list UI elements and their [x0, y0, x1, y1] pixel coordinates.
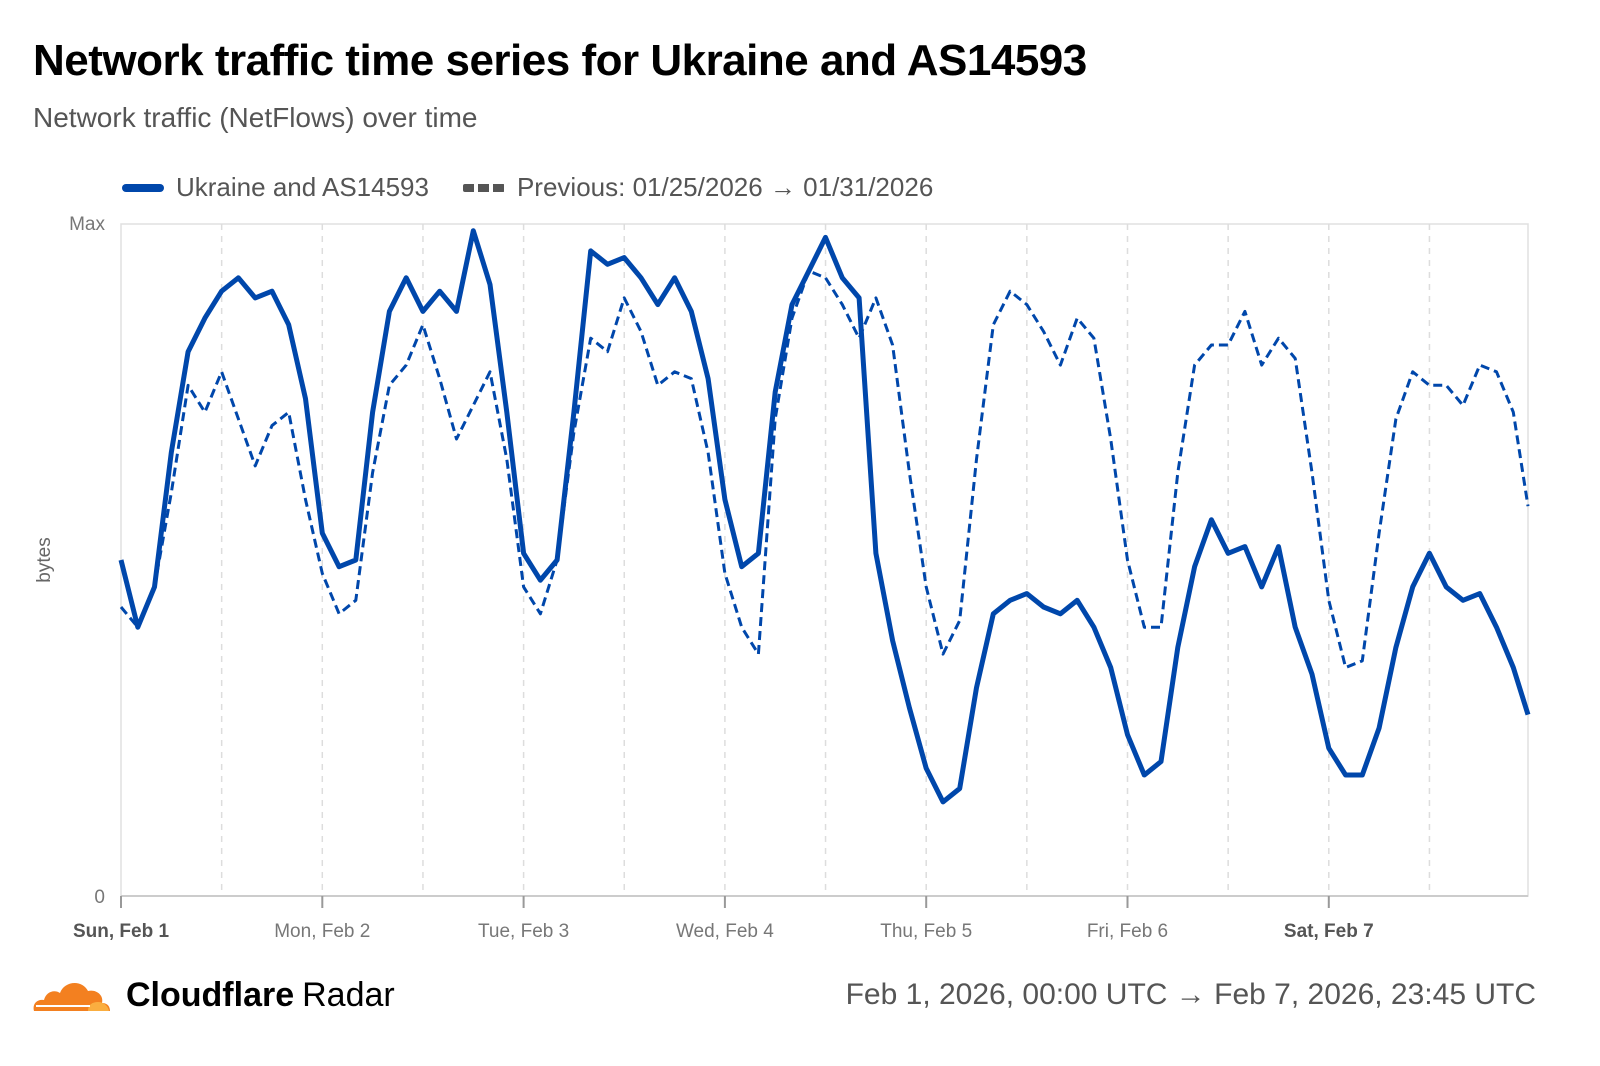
x-tick-label: Wed, Feb 4 — [676, 921, 774, 942]
legend-label-current: Ukraine and AS14593 — [176, 172, 429, 202]
legend-item-previous[interactable]: Previous: 01/25/2026 → 01/31/2026 — [462, 172, 934, 203]
legend-label-previous: Previous: 01/25/2026 → 01/31/2026 — [516, 172, 934, 202]
brand-name-light: Radar — [302, 975, 395, 1014]
legend-item-current[interactable]: Ukraine and AS14593 — [122, 172, 429, 203]
brand-name-bold: Cloudflare — [126, 975, 295, 1014]
y-axis-label: bytes — [34, 537, 55, 582]
legend: Ukraine and AS14593 Previous: 01/25/2026… — [122, 172, 967, 203]
cloudflare-cloud-icon — [33, 982, 110, 1011]
x-tick-label: Fri, Feb 6 — [1087, 921, 1168, 942]
plot-frame — [120, 223, 1529, 897]
legend-solid-swatch — [122, 183, 164, 192]
x-tick-label: Sun, Feb 1 — [73, 921, 170, 942]
x-tick-label: Tue, Feb 3 — [478, 921, 569, 942]
chart-title: Network traffic time series for Ukraine … — [33, 36, 1087, 85]
cloudflare-radar-logo: Cloudflare Radar — [30, 975, 395, 1015]
y-tick-label-max: Max — [69, 214, 105, 235]
x-tick-label: Thu, Feb 5 — [880, 921, 972, 942]
current-series-line — [118, 228, 1531, 805]
x-tick-label: Sat, Feb 7 — [1284, 921, 1374, 942]
date-range: Feb 1, 2026, 00:00 UTC → Feb 7, 2026, 23… — [845, 978, 1536, 1011]
legend-dashed-swatch — [462, 183, 505, 192]
y-tick-label-zero: 0 — [94, 887, 105, 908]
chart-subtitle: Network traffic (NetFlows) over time — [33, 102, 478, 133]
previous-period-line — [119, 269, 1530, 669]
x-tick-label: Mon, Feb 2 — [274, 921, 370, 942]
